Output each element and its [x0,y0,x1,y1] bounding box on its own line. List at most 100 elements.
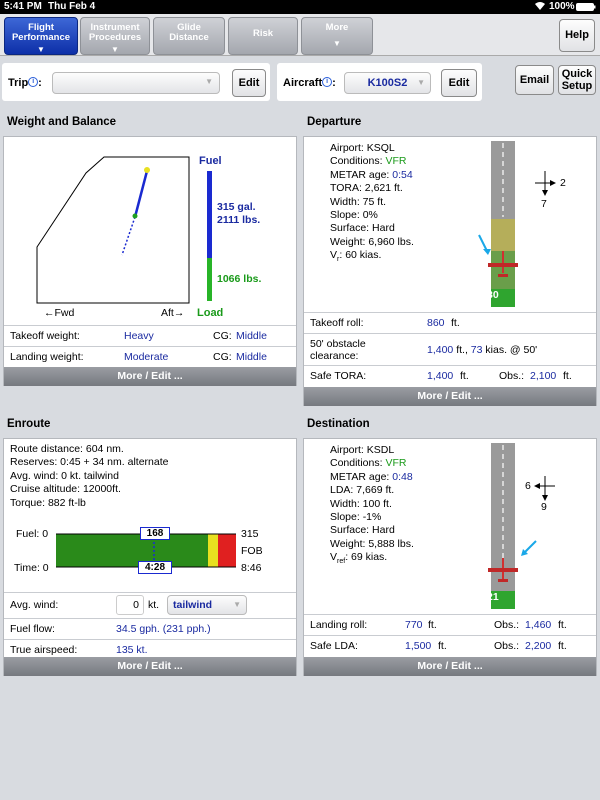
triangle-down-icon: ▼ [37,45,45,54]
landing-roll-row[interactable]: Landing roll: 770 ft. Obs.: 1,460 ft. [304,614,596,635]
departure-runway-number: 30 [487,289,499,301]
wind-direction-select[interactable]: tailwind ▼ [167,595,247,615]
fuel-lbs: 2111 lbs. [217,214,261,226]
info-icon[interactable]: i [28,77,39,87]
aircraft-value: K100S2 [367,77,408,89]
wind-components-icon [535,171,556,196]
dep-conditions: Conditions: VFR [330,155,407,168]
dest-obs2-value: 2,200 [525,640,552,652]
email-button[interactable]: Email [515,65,554,95]
avg-wind-label: Avg. wind: [10,599,59,611]
aircraft-box: Aircraft i: K100S2 ▼ Edit [277,63,482,101]
dest-obs2-unit: ft. [558,640,567,652]
tab-label: Procedures [88,32,142,43]
dest-obs2-label: Obs.: [494,640,520,652]
takeoff-roll-label: Takeoff roll: [310,317,364,329]
destination-title: Destination [307,418,370,430]
tab-risk[interactable]: Risk [228,17,298,55]
endurance-value: 8:46 [241,562,262,574]
fob-value: 315 [241,528,259,540]
tab-label: Risk [252,28,274,39]
dep-vr: Vr: 60 kias. [330,249,382,264]
wb-takeoff-row[interactable]: Takeoff weight: Heavy CG: Middle [4,325,296,346]
tab-instrument-procedures[interactable]: Instrument Procedures ▼ [80,17,150,55]
landing-roll-label: Landing roll: [310,619,368,631]
fuel-time-bar[interactable] [56,527,238,575]
trip-edit-button[interactable]: Edit [232,69,266,97]
departure-info: Airport: KSQL Conditions: VFR METAR age:… [330,142,414,267]
enroute-more-button[interactable]: More / Edit ... [4,657,296,676]
torque: Torque: 882 ft-lb [10,496,86,509]
avg-wind-input[interactable]: 0 [116,595,144,615]
info-icon[interactable]: i [322,77,333,87]
dest-metar: METAR age: 0:48 [330,470,413,483]
fwd-label: ←Fwd [44,307,75,319]
dest-weight: Weight: 5,888 lbs. [330,537,414,550]
load-label: Load [197,307,224,319]
trip-select[interactable]: ▼ [52,72,220,94]
tab-more[interactable]: More ▼ [301,17,373,55]
wind-arrow-icon [521,540,537,556]
departure-runway-diagram [488,141,518,307]
dep-slope: Slope: 0% [330,209,378,222]
safe-tora-row[interactable]: Safe TORA: 1,400 ft. Obs.: 2,100 ft. [304,365,596,386]
safe-lda-unit: ft. [438,640,447,652]
cg-burn-line [121,216,136,256]
safe-lda-value: 1,500 [405,640,432,652]
dep-obs-value: 2,100 [530,370,557,382]
obstacle-value-line: 1,400 ft., 73 kias. @ 50' [427,344,538,356]
enroute-info: Route distance: 604 nm. Reserves: 0:45 +… [10,443,168,510]
cg-label: CG: [213,330,232,342]
safe-tora-label: Safe TORA: [310,370,367,382]
button-label: Quick [561,68,593,80]
takeoff-roll-row[interactable]: Takeoff roll: 860 ft. [304,312,596,333]
safe-lda-row[interactable]: Safe LDA: 1,500 ft. Obs.: 2,200 ft. [304,635,596,656]
tab-label: Glide [177,22,201,33]
takeoff-weight-label: Takeoff weight: [10,330,80,342]
dest-crosswind: 6 [525,480,531,492]
safe-tora-unit: ft. [460,370,469,382]
tab-flight-performance[interactable]: Flight Performance ▼ [4,17,78,55]
cg-fuel-line [133,170,149,218]
cg-envelope-chart[interactable] [4,137,296,327]
trip-box: Trip i: ▼ Edit [2,63,270,101]
departure-more-button[interactable]: More / Edit ... [304,387,596,406]
obstacle-label: clearance: [310,350,359,362]
wb-more-button[interactable]: More / Edit ... [4,367,296,386]
tab-glide-distance[interactable]: Glide Distance [153,17,225,55]
triangle-down-icon: ▼ [333,39,341,48]
status-date: Thu Feb 4 [48,1,96,12]
status-battery: 100% [549,1,575,12]
dep-tora: TORA: 2,621 ft. [330,182,403,195]
dest-width: Width: 100 ft. [330,497,392,510]
help-button[interactable]: Help [559,19,595,52]
landing-roll-unit: ft. [428,619,437,631]
wb-landing-row[interactable]: Landing weight: Moderate CG: Middle [4,346,296,367]
true-airspeed-row[interactable]: True airspeed: 135 kt. [4,639,296,660]
avg-wind-unit: kt. [148,599,160,611]
cg-landing-point [132,213,138,219]
wb-title: Weight and Balance [7,116,117,128]
aircraft-select[interactable]: K100S2 ▼ [344,72,431,94]
destination-runway-number: 21 [487,591,499,603]
triangle-down-icon: ▼ [233,600,241,609]
tab-label: Instrument [90,22,140,33]
dest-surface: Surface: Hard [330,524,395,537]
quick-setup-button[interactable]: Quick Setup [558,65,596,95]
aircraft-edit-button[interactable]: Edit [441,69,477,97]
fuel-axis-label: Fuel: 0 [16,528,49,540]
avg-wind-summary: Avg. wind: 0 kt. tailwind [10,469,119,482]
tab-label: Performance [11,32,71,43]
route-distance: Route distance: 604 nm. [10,443,124,455]
departure-panel: Airport: KSQL Conditions: VFR METAR age:… [303,136,597,406]
dep-crosswind: 2 [560,177,566,189]
destination-more-button[interactable]: More / Edit ... [304,657,596,676]
wb-panel: Fuel 315 gal. 2111 lbs. 1066 lbs. Load ←… [3,136,297,386]
obstacle-row[interactable]: 50' obstacle clearance: 1,400 ft., 73 ki… [304,333,596,365]
safe-lda-label: Safe LDA: [310,640,358,652]
takeoff-roll-unit: ft. [451,317,460,329]
wind-direction-value: tailwind [173,599,213,611]
cg-takeoff-point [144,167,150,173]
fuel-flow-row[interactable]: Fuel flow: 34.5 gph. (231 pph.) [4,618,296,639]
dep-obs-unit: ft. [563,370,572,382]
